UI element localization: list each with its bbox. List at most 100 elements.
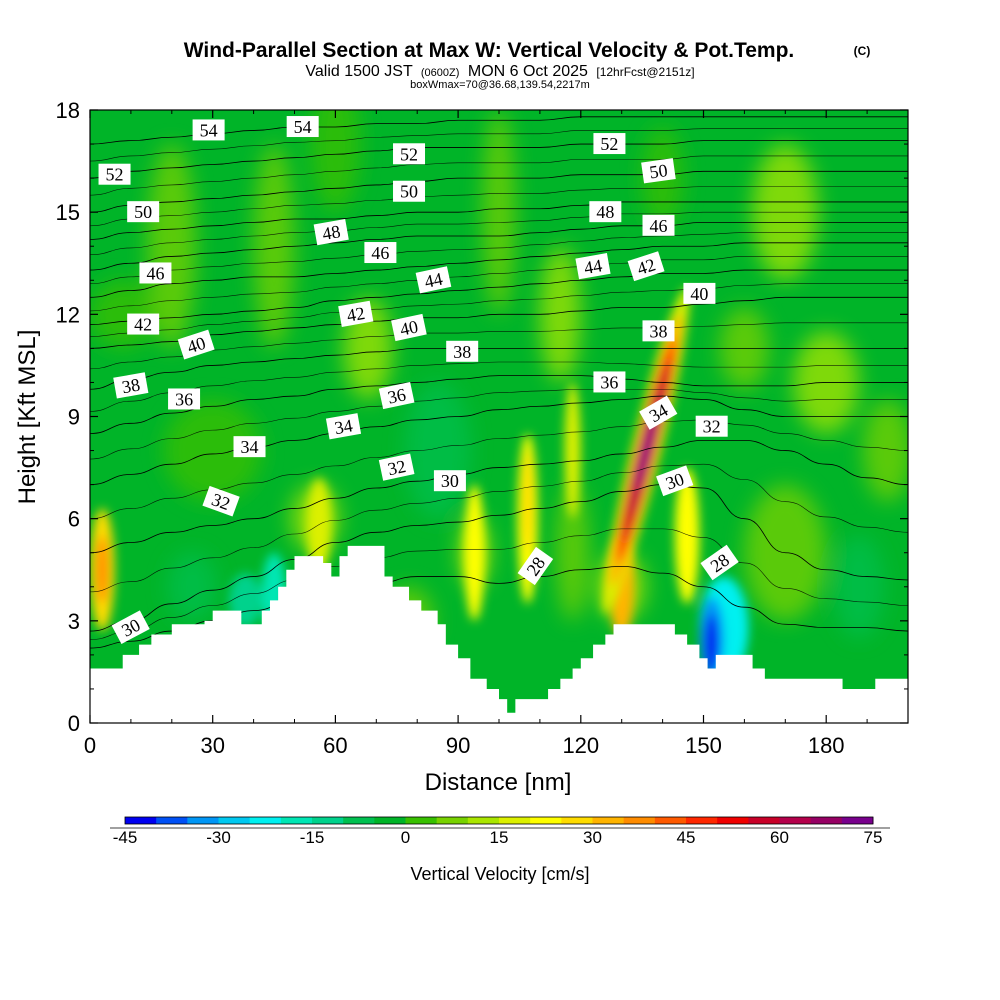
contour-label: 40	[683, 282, 716, 304]
colorbar-swatch	[810, 817, 843, 824]
y-tick-label: 0	[68, 711, 80, 736]
y-tick-label: 12	[56, 302, 80, 327]
theta-contour-54	[90, 116, 908, 145]
colorbar-swatch	[561, 817, 593, 824]
x-axis-label: Distance [nm]	[425, 769, 572, 796]
colorbar-swatch	[343, 817, 375, 824]
colorbar-tick-label: 75	[864, 828, 883, 847]
contour-label-box	[233, 436, 266, 458]
contour-label-box	[627, 251, 665, 282]
y-tick-label: 18	[56, 98, 80, 123]
y-tick-label: 6	[68, 507, 80, 532]
theta-contour-48	[90, 201, 908, 240]
velocity-patch	[482, 110, 516, 315]
colorbar-swatch	[249, 817, 282, 824]
contour-label: 40	[391, 313, 427, 342]
contour-label-box	[393, 180, 426, 202]
theta-contour-34	[90, 395, 908, 486]
colorbar-tick-label: 0	[401, 828, 410, 847]
velocity-patch	[253, 144, 295, 349]
contour-label-text: 36	[386, 384, 408, 407]
chart-title: Wind-Parallel Section at Max W: Vertical…	[184, 39, 795, 62]
x-tick-label: 150	[685, 733, 722, 758]
velocity-patch	[167, 552, 217, 621]
theta-contour-38	[90, 347, 908, 390]
subtitle-date: MON 6 Oct 2025	[468, 63, 588, 80]
contour-label-text: 54	[294, 117, 312, 137]
y-tick-label: 3	[68, 609, 80, 634]
theta-contour-30	[90, 484, 908, 632]
colorbar-swatch	[125, 817, 157, 824]
theta-contour-minor	[90, 155, 908, 196]
contour-label-box	[127, 313, 160, 335]
contour-label-text: 40	[398, 316, 420, 339]
theta-contour-minor	[90, 419, 908, 519]
contour-label: 32	[378, 453, 415, 481]
colorbar-swatches	[124, 816, 874, 825]
theta-contour-minor	[90, 283, 908, 337]
contour-label-box	[111, 610, 150, 644]
contour-label: 32	[695, 415, 728, 437]
contour-label-text: 52	[600, 134, 618, 154]
updraft-patch	[564, 382, 581, 519]
theta-contour-minor	[90, 463, 908, 593]
x-tick-label: 60	[323, 733, 347, 758]
colorbar-swatch	[405, 817, 438, 824]
contour-labels: 54 54 52 52 52 50 50 50 48 48 46 46 46 44 44 42 42 42 40 40…	[98, 116, 739, 644]
terrain	[90, 545, 908, 723]
contour-label-box	[364, 242, 397, 264]
theta-contour-minor	[90, 388, 908, 460]
contour-label-text: 32	[209, 489, 233, 514]
contour-label-box	[113, 372, 149, 399]
colorbar-swatch	[312, 817, 344, 824]
plot-area	[90, 110, 908, 723]
y-axis-label: Height [Kft MSL]	[14, 330, 41, 505]
contour-label: 52	[593, 133, 626, 155]
contour-label-box	[593, 133, 626, 155]
colorbar-ticks: -45 -30 -15 0 15 30 45 60 75	[110, 827, 890, 847]
theta-contour-52	[90, 140, 908, 179]
contour-label-box	[202, 485, 240, 517]
contour-label-box	[639, 395, 678, 430]
colorbar-tick-label: -30	[206, 828, 231, 847]
contour-label-text: 50	[400, 182, 418, 202]
contour-label-text: 44	[582, 255, 603, 278]
velocity-patch	[863, 399, 908, 502]
contour-label-box	[313, 218, 349, 246]
contour-label-box	[642, 320, 675, 342]
colorbar-tick-label: 15	[490, 828, 509, 847]
contour-label: 32	[202, 485, 240, 517]
contour-label: 46	[642, 214, 675, 236]
theta-contour-minor	[90, 211, 908, 256]
chart-subtitle-2: boxWmax=70@36.68,139.54,2217m	[410, 79, 590, 91]
contour-label-text: 50	[134, 202, 152, 222]
contour-label-box	[656, 465, 694, 497]
theta-contour-minor	[90, 322, 908, 370]
updraft-patch	[96, 535, 109, 604]
contour-label-text: 50	[648, 160, 669, 182]
contour-label: 52	[98, 163, 131, 185]
contour-label-box	[446, 340, 479, 362]
contour-label-text: 40	[690, 284, 708, 304]
subtitle-valid: Valid 1500 JST	[305, 63, 413, 80]
contour-label: 52	[393, 143, 426, 165]
downdraft-patch	[705, 614, 719, 676]
updraft-patch	[306, 477, 332, 574]
chart-titles: Wind-Parallel Section at Max W: Vertical…	[184, 39, 871, 91]
colorbar-tick-label: 30	[583, 828, 602, 847]
theta-contour-40	[90, 296, 908, 349]
theta-contour-44	[90, 242, 908, 298]
contour-label: 48	[589, 201, 622, 223]
velocity-patch	[834, 535, 884, 638]
contour-label: 46	[139, 262, 172, 284]
subtitle-forecast: [12hrFcst@2151z]	[596, 65, 694, 79]
contour-label-box	[517, 546, 554, 586]
contour-label-box	[127, 201, 160, 223]
theta-contours	[90, 116, 908, 649]
contour-label: 38	[113, 372, 149, 399]
contour-label-text: 32	[386, 456, 408, 479]
chart-title-mark: (C)	[854, 44, 871, 58]
contour-label: 34	[233, 436, 266, 458]
contour-label-box	[695, 415, 728, 437]
contour-label-box	[433, 470, 466, 492]
